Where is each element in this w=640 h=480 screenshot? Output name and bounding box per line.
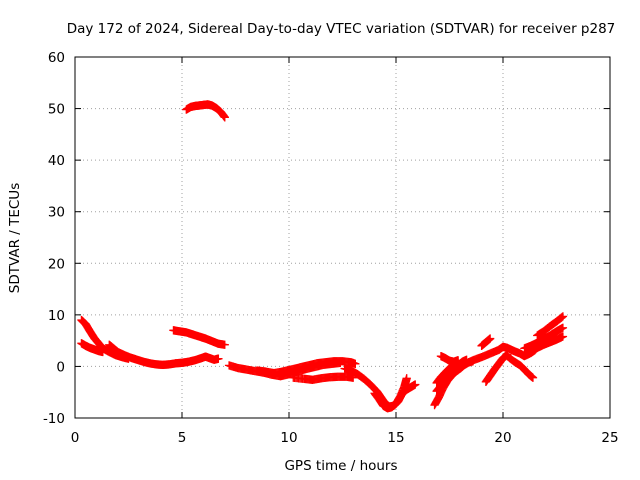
data-point-arc-18 [528,373,538,382]
data-point-arc-7 [351,359,360,368]
x-tick-label: 15 [387,430,404,446]
data-marks [77,100,568,413]
y-axis-label: SDTVAR / TECUs [7,183,23,293]
x-axis-label: GPS time / hours [284,458,397,474]
x-tick-label: 10 [280,430,297,446]
data-point-arc-3 [214,354,223,363]
y-tick-label: 20 [48,256,65,272]
y-tick-label: 50 [48,102,65,118]
data-point-arc-5 [220,113,229,122]
y-tick-label: 10 [48,308,65,324]
chart-title: Day 172 of 2024, Sidereal Day-to-day VTE… [67,21,616,37]
data-point-arc-2 [98,347,107,357]
y-tick-label: 0 [56,359,65,375]
data-point-arc-20 [558,332,568,341]
y-tick-label: 60 [48,50,65,66]
x-tick-label: 5 [178,430,187,446]
data-point-arc-4 [220,340,229,349]
plot-frame [74,56,611,419]
y-tick-label: -10 [43,411,65,427]
x-tick-label: 20 [494,430,511,446]
x-tick-label: 25 [601,430,618,446]
data-point-arc-19 [558,323,568,332]
y-tick-label: 40 [48,153,65,169]
data-point-arc-14 [453,356,463,365]
data-point-arc-10 [402,374,411,383]
x-tick-label: 0 [71,430,80,446]
axis-ticks: 0 5 10 15 20 25 -10 0 10 20 30 40 50 60 [43,50,619,446]
data-point-arc-9 [411,380,420,389]
y-tick-label: 30 [48,205,65,221]
data-point-arc-17 [486,334,495,343]
data-point-arc-21 [558,312,568,321]
